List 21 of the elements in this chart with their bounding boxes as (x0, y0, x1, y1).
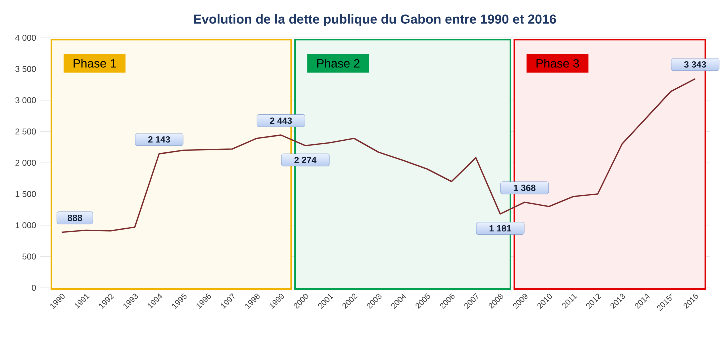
data-label: 888 (68, 214, 82, 222)
band-label: Phase 3 (536, 59, 580, 68)
y-tick-label: 500 (22, 254, 36, 260)
y-tick-label: 1 000 (16, 222, 36, 228)
data-label: 2 143 (148, 136, 170, 143)
data-label: 2 443 (270, 118, 292, 124)
data-label: 2 274 (294, 157, 317, 164)
data-label: 3 343 (684, 61, 706, 68)
band-label: Phase 1 (74, 59, 116, 68)
y-tick-label: 3 500 (16, 66, 36, 72)
y-tick-label: 4 000 (15, 35, 36, 41)
data-label: 1 368 (514, 184, 536, 192)
band-label: Phase 2 (318, 59, 360, 68)
y-tick-label: 2 500 (16, 128, 36, 135)
data-label: 1 181 (490, 225, 512, 232)
y-tick-label: 1 500 (16, 191, 36, 198)
line-series (61, 78, 696, 234)
chart-title: Evolution de la dette publique du Gabon entre 1990 et 2016 (194, 14, 556, 27)
y-tick-label: 3 000 (16, 98, 36, 104)
y-tick-label: 0 (32, 285, 36, 291)
y-tick-label: 2 000 (16, 160, 36, 166)
